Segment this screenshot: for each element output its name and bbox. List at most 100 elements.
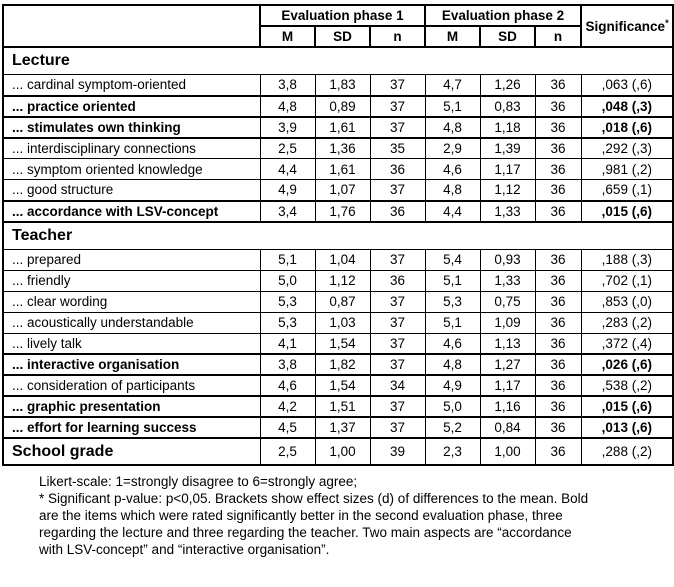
value-cell-n2: 36: [534, 94, 582, 118]
value-cell-m2: 4,6: [424, 332, 481, 355]
significance-cell: ,018 (,6): [580, 115, 674, 139]
value-cell-n2: 36: [534, 353, 582, 376]
significance-cell: ,188 (,3): [580, 248, 674, 271]
significance-cell: ,063 (,6): [580, 74, 674, 96]
row-label: ... friendly: [2, 269, 261, 292]
value-cell-sd1: 1,76: [314, 199, 371, 223]
value-cell-m2: 5,2: [424, 416, 481, 439]
value-cell-sd1: 1,36: [314, 137, 371, 159]
value-cell-n1: 37: [369, 94, 426, 118]
row-label: ... prepared: [2, 248, 261, 271]
value-cell-m1: 2,5: [259, 137, 316, 159]
section-row: Teacher: [1, 220, 674, 250]
value-cell-m1: 4,9: [259, 179, 316, 201]
value-cell-m1: 4,6: [259, 374, 316, 397]
value-cell-n2: 36: [534, 437, 582, 466]
table-row: ... interactive organisation 3,8 1,82 37 4,8…: [2, 353, 674, 376]
value-cell-n2: 36: [534, 115, 582, 139]
value-cell-n2: 36: [534, 311, 582, 334]
value-cell-m2: 5,1: [424, 311, 481, 334]
corner-cell: [2, 4, 261, 48]
value-cell-m1: 5,1: [259, 248, 316, 271]
section-row: Lecture: [1, 46, 674, 75]
value-cell-m2: 4,4: [424, 199, 481, 223]
section-header: Lecture: [1, 46, 674, 75]
significance-cell: ,015 (,6): [580, 199, 674, 223]
value-cell-n2: 36: [534, 290, 582, 313]
value-cell-n2: 36: [534, 248, 582, 271]
row-label: ... effort for learning success: [2, 416, 261, 439]
value-cell-sd2: 1,33: [479, 269, 536, 292]
value-cell-sd1: 1,54: [314, 374, 371, 397]
row-label: ... accordance with LSV-concept: [2, 199, 261, 223]
value-cell-sd2: 0,75: [479, 290, 536, 313]
value-cell-sd1: 1,07: [314, 179, 371, 201]
table-row: ... consideration of participants 4,6 1,54…: [2, 374, 674, 397]
value-cell-sd2: 1,39: [479, 137, 536, 159]
value-cell-sd1: 1,00: [314, 437, 371, 466]
footnote-line: regarding the lecture and three regardin…: [39, 525, 572, 540]
value-cell-m1: 5,0: [259, 269, 316, 292]
value-cell-n2: 36: [534, 416, 582, 439]
significance-cell: ,853 (,0): [580, 290, 674, 313]
value-cell-sd2: 0,83: [479, 94, 536, 118]
row-label: ... acoustically understandable: [2, 311, 261, 334]
table-row: ... good structure 4,9 1,07 37 4,8 1,12 36,659…: [2, 179, 674, 201]
footnote-line: with LSV-concept” and “interactive organ…: [39, 542, 330, 557]
value-cell-m2: 5,1: [424, 269, 481, 292]
value-cell-n1: 37: [369, 395, 426, 418]
value-cell-sd2: 1,18: [479, 115, 536, 139]
significance-header: Significance*: [580, 4, 674, 48]
value-cell-n2: 36: [534, 137, 582, 159]
row-label: ... interactive organisation: [2, 353, 261, 376]
row-label: ... symptom oriented knowledge: [2, 158, 261, 180]
value-cell-n1: 39: [369, 437, 426, 466]
value-cell-m1: 4,5: [259, 416, 316, 439]
value-cell-m1: 2,5: [259, 437, 316, 466]
value-cell-n1: 37: [369, 115, 426, 139]
value-cell-m1: 4,4: [259, 158, 316, 180]
value-cell-sd1: 0,87: [314, 290, 371, 313]
row-label: ... cardinal symptom-oriented: [2, 74, 261, 96]
table-row: ... effort for learning success 4,5 1,37 37…: [2, 416, 674, 439]
value-cell-m1: 3,8: [259, 74, 316, 96]
table-row: ... practice oriented 4,8 0,89 37 5,1 0,83 36,…: [2, 94, 674, 118]
significance-cell: ,283 (,2): [580, 311, 674, 334]
value-cell-n1: 37: [369, 416, 426, 439]
table-row: ... friendly 5,0 1,12 36 5,1 1,33 36,702 (,1): [2, 269, 674, 292]
table-row: ... cardinal symptom-oriented 3,8 1,83 37 4,…: [2, 74, 674, 96]
value-cell-n1: 37: [369, 290, 426, 313]
value-cell-m2: 4,8: [424, 179, 481, 201]
value-cell-sd2: 1,26: [479, 74, 536, 96]
value-cell-m2: 5,0: [424, 395, 481, 418]
value-cell-n2: 36: [534, 158, 582, 180]
value-cell-n1: 37: [369, 248, 426, 271]
row-label: ... good structure: [2, 179, 261, 201]
table-row: ... symptom oriented knowledge 4,4 1,61 36 4…: [2, 158, 674, 180]
value-cell-sd1: 1,82: [314, 353, 371, 376]
phase2-header: Evaluation phase 2: [424, 4, 583, 27]
value-cell-n1: 36: [369, 269, 426, 292]
value-cell-m2: 2,3: [424, 437, 481, 466]
value-cell-n1: 37: [369, 332, 426, 355]
value-cell-m2: 2,9: [424, 137, 481, 159]
value-cell-n2: 36: [534, 395, 582, 418]
value-cell-m2: 4,9: [424, 374, 481, 397]
table-row: ... lively talk 4,1 1,54 37 4,6 1,13 36,372 (,…: [2, 332, 674, 355]
value-cell-n2: 36: [534, 269, 582, 292]
significance-cell: ,026 (,6): [580, 353, 674, 376]
significance-header-label: Significance: [585, 18, 666, 34]
value-cell-n1: 35: [369, 137, 426, 159]
evaluation-table: Evaluation phase 1 Evaluation phase 2 Si…: [1, 4, 674, 466]
value-cell-sd1: 1,04: [314, 248, 371, 271]
value-cell-n1: 36: [369, 158, 426, 180]
value-cell-n1: 34: [369, 374, 426, 397]
significance-cell: ,702 (,1): [580, 269, 674, 292]
footnote: Likert-scale: 1=strongly disagree to 6=s…: [39, 473, 674, 558]
value-cell-sd1: 1,54: [314, 332, 371, 355]
value-cell-n2: 36: [534, 332, 582, 355]
value-cell-n1: 37: [369, 353, 426, 376]
significance-cell: ,288 (,2): [580, 437, 674, 466]
value-cell-sd2: 1,16: [479, 395, 536, 418]
